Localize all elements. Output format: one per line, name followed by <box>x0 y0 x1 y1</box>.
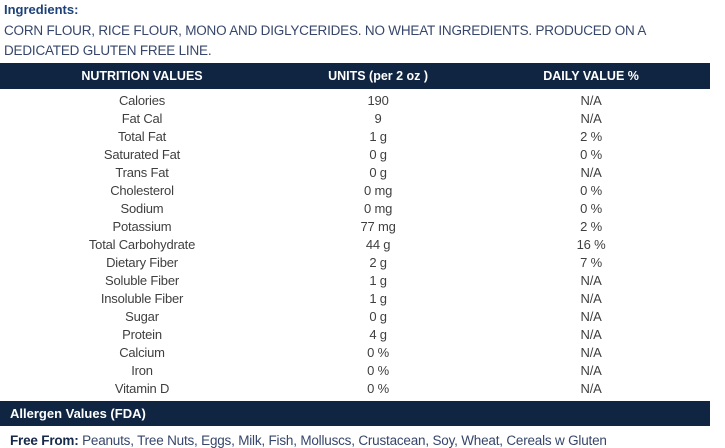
nutrient-units: 0 g <box>369 146 387 162</box>
nutrient-units: 1 g <box>369 272 387 288</box>
table-row: Total Fat 1 g 2 % <box>0 127 710 145</box>
table-row: Sugar 0 g N/A <box>0 307 710 325</box>
nutrient-daily-value: 7 % <box>580 254 602 270</box>
nutrient-daily-value: 0 % <box>580 182 602 198</box>
table-row: Dietary Fiber 2 g 7 % <box>0 253 710 271</box>
nutrient-name: Saturated Fat <box>103 146 181 162</box>
ingredients-section: Ingredients: CORN FLOUR, RICE FLOUR, MON… <box>0 0 710 61</box>
nutrient-name: Sugar <box>125 308 159 324</box>
free-from-list: Peanuts, Tree Nuts, Eggs, Milk, Fish, Mo… <box>82 433 607 448</box>
nutrient-units: 190 <box>367 92 389 108</box>
nutrient-units: 77 mg <box>360 218 396 234</box>
nutrient-units: 1 g <box>369 290 387 306</box>
nutrient-name: Potassium <box>112 218 172 234</box>
nutrient-units: 0 % <box>367 380 389 396</box>
table-row: Total Carbohydrate 44 g 16 % <box>0 235 710 253</box>
table-row: Trans Fat 0 g N/A <box>0 163 710 181</box>
table-row: Cholesterol 0 mg 0 % <box>0 181 710 199</box>
ingredients-heading: Ingredients: <box>4 2 79 17</box>
nutrient-daily-value: 0 % <box>580 200 602 216</box>
nutrient-units: 2 g <box>369 254 387 270</box>
table-row: Calories 190 N/A <box>0 91 710 109</box>
nutrient-units: 0 g <box>369 164 387 180</box>
nutrient-daily-value: N/A <box>580 164 602 180</box>
nutrient-daily-value: N/A <box>580 308 602 324</box>
nutrient-daily-value: N/A <box>580 272 602 288</box>
nutrient-daily-value: N/A <box>580 110 602 126</box>
column-header-units: UNITS (per 2 oz ) <box>328 69 429 83</box>
nutrient-name: Iron <box>131 362 153 378</box>
nutrient-daily-value: N/A <box>580 326 602 342</box>
nutrient-name: Trans Fat <box>115 164 169 180</box>
nutrient-name: Calcium <box>119 344 165 360</box>
nutrient-units: 0 mg <box>364 200 393 216</box>
table-row: Fat Cal 9 N/A <box>0 109 710 127</box>
nutrition-panel: Ingredients: CORN FLOUR, RICE FLOUR, MON… <box>0 0 710 448</box>
table-row: Protein 4 g N/A <box>0 325 710 343</box>
column-header-daily-value: DAILY VALUE % <box>543 69 639 83</box>
nutrient-name: Sodium <box>120 200 164 216</box>
nutrient-daily-value: N/A <box>580 344 602 360</box>
nutrient-name: Soluble Fiber <box>105 272 179 288</box>
nutrient-daily-value: 16 % <box>576 236 606 252</box>
allergen-values-heading: Allergen Values (FDA) <box>10 406 146 421</box>
nutrient-units: 0 % <box>367 362 389 378</box>
table-row: Calcium 0 % N/A <box>0 343 710 361</box>
nutrient-name: Protein <box>122 326 162 342</box>
nutrient-daily-value: N/A <box>580 290 602 306</box>
nutrition-table-header: NUTRITION VALUES UNITS (per 2 oz ) DAILY… <box>0 63 710 89</box>
table-row: Iron 0 % N/A <box>0 361 710 379</box>
column-header-nutrition-values: NUTRITION VALUES <box>81 69 203 83</box>
table-row: Insoluble Fiber 1 g N/A <box>0 289 710 307</box>
nutrient-units: 0 % <box>367 344 389 360</box>
nutrient-name: Vitamin D <box>114 380 170 396</box>
allergen-values-bar: Allergen Values (FDA) <box>0 401 710 426</box>
nutrition-table-body: Calories 190 N/A Fat Cal 9 N/A Total Fat 1 g 2 %… <box>0 89 710 397</box>
nutrient-name: Cholesterol <box>110 182 174 198</box>
nutrient-name: Total Fat <box>117 128 167 144</box>
nutrient-units: 9 <box>374 110 382 126</box>
nutrient-units: 0 g <box>369 308 387 324</box>
nutrient-daily-value: N/A <box>580 362 602 378</box>
nutrient-units: 4 g <box>369 326 387 342</box>
table-row: Vitamin D 0 % N/A <box>0 379 710 397</box>
table-row: Soluble Fiber 1 g N/A <box>0 271 710 289</box>
ingredients-text: CORN FLOUR, RICE FLOUR, MONO AND DIGLYCE… <box>4 23 646 58</box>
nutrient-daily-value: 2 % <box>580 218 602 234</box>
nutrient-name: Dietary Fiber <box>106 254 178 270</box>
nutrient-name: Calories <box>118 92 166 108</box>
table-row: Sodium 0 mg 0 % <box>0 199 710 217</box>
nutrient-daily-value: N/A <box>580 92 602 108</box>
table-row: Potassium 77 mg 2 % <box>0 217 710 235</box>
nutrient-name: Fat Cal <box>121 110 163 126</box>
nutrient-units: 0 mg <box>364 182 393 198</box>
nutrient-name: Insoluble Fiber <box>100 290 184 306</box>
nutrient-units: 44 g <box>365 236 391 252</box>
table-row: Saturated Fat 0 g 0 % <box>0 145 710 163</box>
nutrient-units: 1 g <box>369 128 387 144</box>
nutrient-daily-value: 2 % <box>580 128 602 144</box>
free-from-row: Free From: Peanuts, Tree Nuts, Eggs, Mil… <box>0 426 710 448</box>
nutrient-daily-value: 0 % <box>580 146 602 162</box>
nutrient-daily-value: N/A <box>580 380 602 396</box>
nutrition-table: NUTRITION VALUES UNITS (per 2 oz ) DAILY… <box>0 63 710 397</box>
nutrient-name: Total Carbohydrate <box>88 236 196 252</box>
free-from-label: Free From: <box>10 433 79 448</box>
